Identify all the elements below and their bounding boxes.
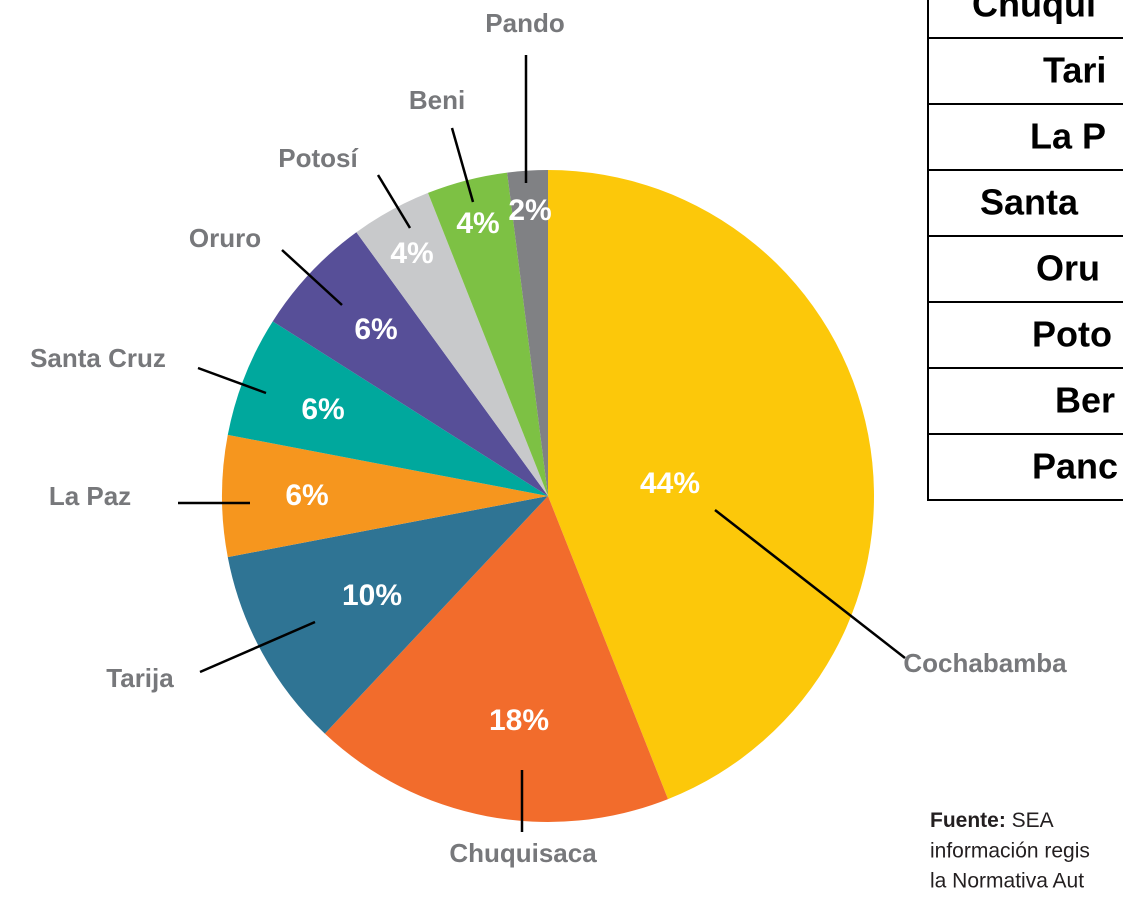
leader-line [197,366,267,395]
pie-slice [272,232,548,497]
table-cell [927,103,1123,171]
category-label: La Paz [49,481,131,511]
category-label: Potosí [278,143,358,173]
source-label: Fuente: [930,809,1006,832]
category-label: Beni [409,85,465,115]
value-label: 2% [508,194,551,227]
table: Chuqui Tari La P Santa Oru Poto Ber Panc [927,0,1123,501]
source-text: la Normativa Aut [930,870,1084,893]
category-label: Chuquisaca [449,838,597,868]
source-line: Fuente: SEA [930,809,1054,832]
pie-slice [227,496,548,734]
table-cell [927,433,1123,501]
pie-slice [507,170,548,496]
category-label: Tarija [106,663,174,693]
value-label: 10% [342,579,402,612]
pie-slice [324,496,669,822]
table-cell-text: Chuqui [972,0,1096,25]
value-label: 18% [489,704,549,737]
value-label: 44% [640,467,700,500]
source-text: información regis [930,840,1090,863]
pie-slice [222,434,548,558]
category-label: Santa Cruz [30,343,166,373]
table-cell-text: Oru [1036,248,1100,289]
table-cell [927,301,1123,369]
table-cell-text: Panc [1032,446,1118,487]
table-cell-text: Ber [1055,380,1115,421]
category-label: Cochabamba [903,648,1067,678]
table-cell-text: La P [1030,116,1106,157]
value-label: 6% [285,479,328,512]
pie-slice [548,170,875,800]
pie-slice [427,172,548,496]
leader-line [376,174,412,229]
value-label: 4% [456,207,499,240]
category-label: Oruro [189,223,261,253]
category-label: Pando [485,8,564,38]
value-label: 6% [354,313,397,346]
leader-line [199,620,316,674]
pie-slice [227,321,548,496]
source-text: SEA [1012,809,1054,832]
value-label: 4% [390,237,433,270]
table-cell-text: Tari [1043,50,1106,91]
value-label: 6% [301,393,344,426]
table-cell-text: Santa [980,182,1079,223]
table-cell-text: Poto [1032,314,1112,355]
pie: 44% Cochabamba 18% Chuquisaca 10% Tarija 6% La … [30,8,1067,868]
leader-line [714,509,906,659]
table-cell [927,37,1123,105]
pie-slice [356,192,548,496]
leader-line [450,127,475,203]
leader-line [281,249,343,306]
